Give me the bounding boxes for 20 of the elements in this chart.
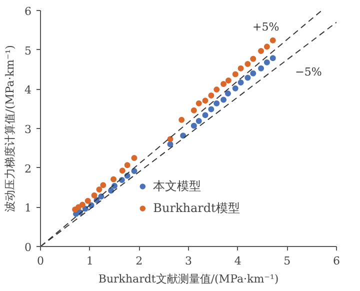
legend-label: Burkhardt模型: [153, 200, 240, 216]
annotation: −5%: [295, 66, 322, 79]
x-tick-label: 6: [333, 254, 340, 268]
x-tick-label: 3: [185, 254, 192, 268]
y-tick-label: 6: [24, 5, 32, 18]
x-tick-label: 1: [86, 254, 94, 268]
y-tick-label: 0: [24, 241, 32, 254]
y-tick-label: 4: [24, 84, 32, 97]
legend-label: 本文模型: [153, 178, 202, 194]
y-tick-label: 1: [24, 202, 32, 215]
y-tick-label: 5: [24, 44, 32, 58]
y-tick-label: 3: [24, 123, 32, 136]
x-tick-label: 2: [136, 254, 143, 268]
annotation: +5%: [252, 20, 280, 34]
y-tick-label: 2: [24, 162, 32, 176]
x-tick-label: 0: [37, 254, 44, 268]
x-tick-label: 4: [234, 254, 242, 268]
x-tick-label: 5: [284, 254, 291, 268]
y-axis-title: 波动压力梯度计算值/(MPa·km⁻¹): [4, 45, 16, 212]
x-axis-title: Burkhardt文献测量值/(MPa·km⁻¹): [98, 272, 279, 286]
